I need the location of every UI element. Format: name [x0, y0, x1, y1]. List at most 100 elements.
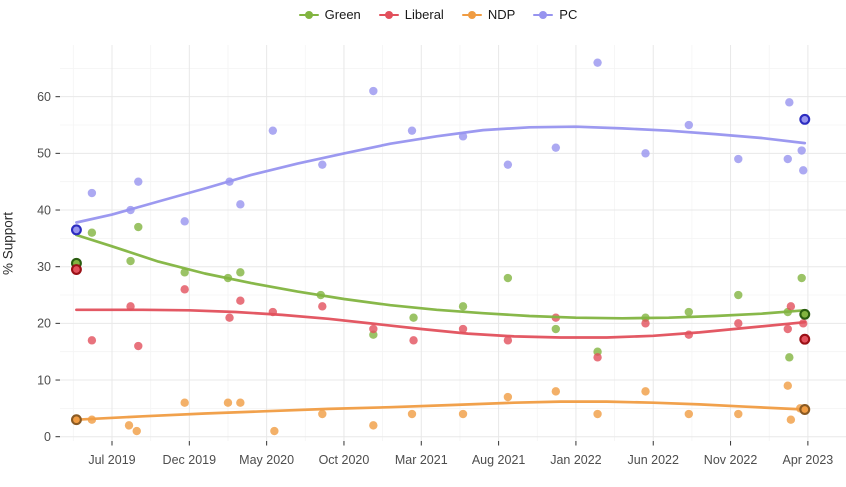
data-point [225, 313, 234, 322]
y-tick-label: 50 [37, 147, 51, 161]
election-point [70, 414, 82, 426]
legend-label: Green [324, 7, 361, 22]
legend-key-icon [461, 10, 482, 20]
trend-line-liberal [75, 308, 807, 339]
data-point [641, 149, 650, 158]
data-point [180, 398, 189, 407]
data-point [593, 353, 602, 362]
legend-item-ndp: NDP [461, 7, 516, 22]
trend-line-green [75, 233, 807, 320]
x-tick-label: Aug 2021 [472, 453, 526, 467]
chart-legend: Green Liberal NDP PC [0, 8, 846, 21]
series-ndp-elections [70, 404, 811, 426]
data-point [236, 398, 245, 407]
election-point [70, 224, 82, 236]
data-point [799, 166, 808, 175]
data-point [783, 154, 792, 164]
data-point [551, 324, 561, 334]
legend-item-liberal: Liberal [378, 7, 444, 22]
data-point [503, 392, 513, 402]
x-tick-label: Jun 2022 [628, 453, 679, 467]
gridlines-minor [60, 45, 846, 441]
data-point [783, 324, 792, 334]
data-point [684, 120, 694, 130]
data-point [270, 426, 279, 436]
data-point [458, 409, 468, 419]
legend-key-icon [533, 10, 554, 20]
election-point [799, 113, 811, 125]
x-tick-label: Jan 2022 [550, 453, 601, 467]
election-point [799, 308, 811, 320]
data-point [126, 256, 135, 266]
data-point [409, 313, 418, 322]
data-point [684, 409, 694, 419]
y-tick-label: 0 [44, 430, 51, 444]
x-tick-label: Jul 2019 [88, 453, 135, 467]
data-point [783, 381, 792, 390]
election-point [799, 333, 811, 345]
data-point [797, 146, 806, 155]
election-point [70, 264, 82, 275]
x-tick-label: Nov 2022 [704, 453, 758, 467]
data-point [318, 302, 327, 311]
data-point [458, 324, 468, 334]
data-point [236, 296, 245, 305]
data-point [180, 217, 189, 226]
y-axis-title: % Support [0, 211, 16, 276]
data-point [551, 143, 561, 152]
data-point [87, 228, 97, 237]
data-point [236, 200, 245, 209]
data-point [407, 126, 417, 135]
x-tick-label: Apr 2023 [783, 453, 834, 467]
data-point [786, 302, 796, 311]
election-point [799, 404, 811, 415]
data-point [684, 307, 694, 317]
data-point [318, 160, 327, 169]
legend-label: NDP [487, 7, 516, 22]
data-point [503, 273, 513, 283]
data-point [223, 398, 233, 407]
data-point [503, 160, 513, 169]
trend-line-pc [75, 125, 807, 224]
data-point [641, 319, 650, 328]
legend-item-green: Green [298, 7, 361, 22]
legend-item-pc: PC [533, 8, 577, 21]
data-point [369, 324, 378, 334]
data-point [551, 387, 561, 396]
x-tick-label: May 2020 [239, 453, 294, 467]
data-point [786, 415, 796, 424]
legend-label: Liberal [404, 7, 444, 22]
data-point [734, 154, 743, 164]
data-point [369, 86, 378, 96]
data-point [734, 290, 743, 300]
x-tick-label: Mar 2021 [395, 453, 448, 467]
data-point [134, 341, 143, 351]
data-point [268, 126, 278, 135]
x-tick-label: Oct 2020 [319, 453, 370, 467]
data-point [318, 409, 327, 419]
data-point [87, 188, 97, 198]
legend-key-icon [298, 10, 319, 20]
data-point [503, 336, 513, 345]
y-tick-label: 30 [37, 260, 51, 274]
data-point [785, 353, 794, 362]
gridlines-major [60, 45, 846, 441]
data-point [134, 177, 143, 186]
data-point [785, 98, 794, 107]
y-tick-label: 10 [37, 373, 51, 387]
x-tick-label: Dec 2019 [163, 453, 217, 467]
axis-ticks [55, 96, 809, 446]
data-point [180, 285, 189, 294]
data-point [734, 409, 743, 419]
trend-line-ndp [75, 400, 807, 422]
data-point [236, 268, 245, 277]
data-point [407, 409, 417, 419]
data-point [593, 409, 602, 419]
legend-label: PC [559, 7, 578, 22]
data-point [124, 421, 134, 430]
data-point [369, 421, 378, 430]
data-point [458, 302, 468, 311]
data-point [134, 222, 143, 232]
